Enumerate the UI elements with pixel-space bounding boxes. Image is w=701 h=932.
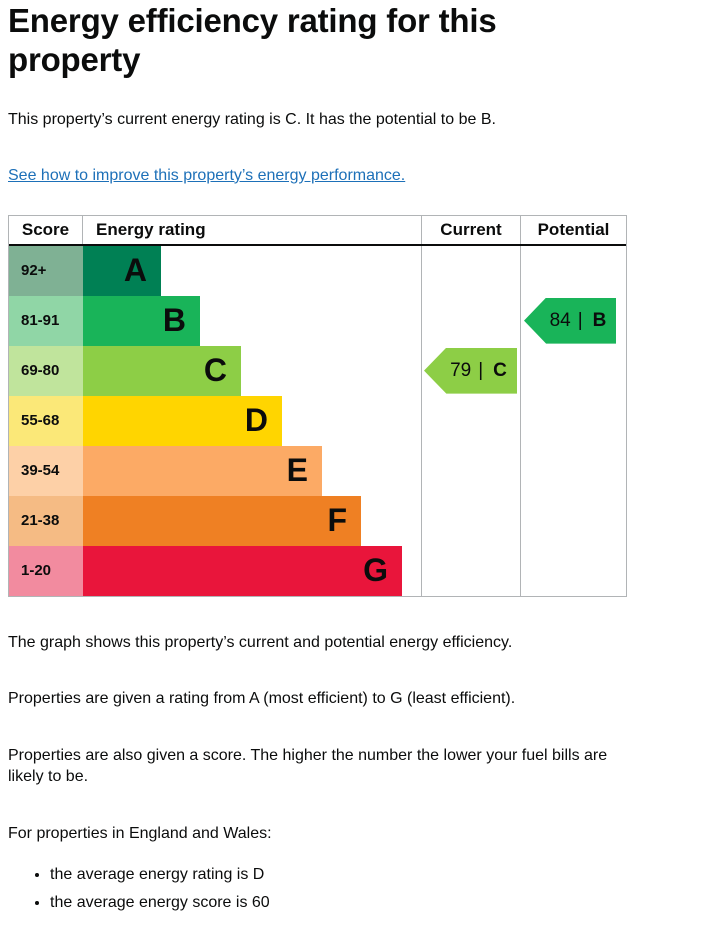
header-energy-rating: Energy rating — [96, 219, 206, 239]
england-wales-heading: For properties in England and Wales: — [8, 824, 272, 842]
score-range-d: 55-68 — [9, 395, 83, 446]
band-row-a: 92+ A — [9, 245, 421, 296]
header-score: Score — [9, 215, 83, 244]
band-bar-f: F — [83, 495, 361, 546]
band-bar-g: G — [83, 545, 402, 596]
intro-text: This property’s current energy rating is… — [8, 110, 496, 128]
page-title: Energy efficiency rating for this proper… — [8, 2, 497, 78]
band-row-b: 81-91 B — [9, 295, 421, 346]
score-description: Properties are also given a score. The h… — [8, 747, 608, 786]
rating-scale-description: Properties are given a rating from A (mo… — [8, 690, 516, 708]
band-bar-c: C — [83, 345, 241, 396]
current-rating-arrow-band-letter: C — [493, 359, 507, 381]
score-range-g: 1-20 — [9, 545, 83, 596]
band-row-g: 1-20 G — [9, 545, 421, 596]
average-score-item: the average energy score is 60 — [50, 893, 693, 914]
score-range-c: 69-80 — [9, 345, 83, 396]
potential-rating-arrow-band-letter: B — [592, 309, 607, 331]
chart-header-row: Score Energy rating Current Potential — [9, 215, 626, 246]
current-rating-arrow-score: 79 — [450, 359, 472, 381]
score-range-e: 39-54 — [9, 445, 83, 496]
averages-list: the average energy rating is D the avera… — [8, 865, 693, 915]
potential-rating-arrow: 84 | B — [524, 297, 616, 344]
band-bar-a: A — [83, 245, 161, 296]
potential-column: 84 | B — [520, 245, 626, 596]
band-row-f: 21-38 F — [9, 495, 421, 546]
pipe-separator: | — [478, 359, 484, 381]
current-rating-arrow: 79 | C — [424, 347, 517, 394]
score-range-a: 92+ — [9, 245, 83, 296]
score-range-f: 21-38 — [9, 495, 83, 546]
band-row-d: 55-68 D — [9, 395, 421, 446]
band-bar-d: D — [83, 395, 282, 446]
header-potential: Potential — [520, 215, 626, 244]
band-bar-b: B — [83, 295, 200, 346]
improve-link-paragraph: See how to improve this property’s energ… — [8, 167, 693, 185]
rating-bands-column: 92+ A 81-91 B 69-80 C 55-68 D 39-54 E 21-38 F 1-20 G — [9, 245, 421, 596]
band-row-c: 69-80 C — [9, 345, 421, 396]
average-rating-item: the average energy rating is D — [50, 865, 693, 886]
chart-body: 92+ A 81-91 B 69-80 C 55-68 D 39-54 E 21-38 F 1-20 G … — [9, 245, 626, 596]
score-range-b: 81-91 — [9, 295, 83, 346]
improve-performance-link[interactable]: See how to improve this property’s energ… — [8, 166, 406, 184]
current-column: 79 | C — [421, 245, 520, 596]
graph-description: The graph shows this property’s current … — [8, 633, 513, 651]
pipe-separator: | — [577, 309, 583, 331]
header-current: Current — [421, 215, 520, 244]
potential-rating-arrow-score: 84 — [549, 309, 571, 331]
band-row-e: 39-54 E — [9, 445, 421, 496]
band-bar-e: E — [83, 445, 322, 496]
energy-rating-chart: Score Energy rating Current Potential 92… — [8, 214, 627, 597]
